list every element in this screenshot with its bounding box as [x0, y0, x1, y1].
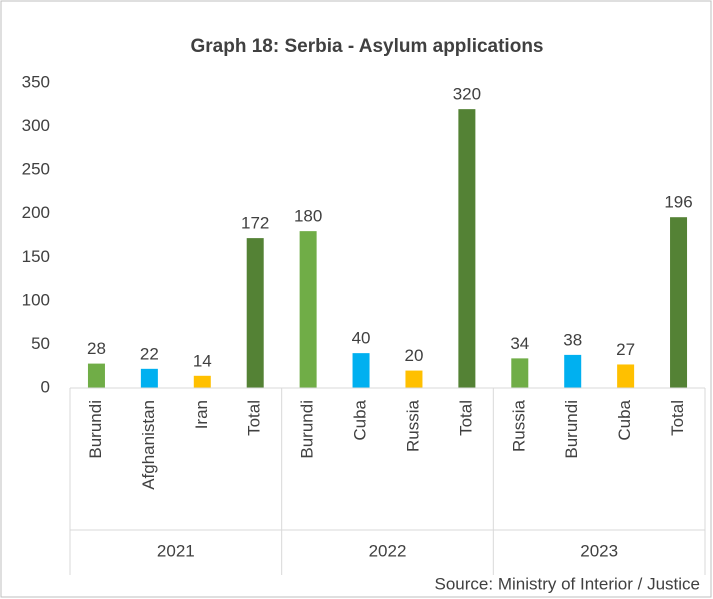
- x-tick-label: Russia: [403, 399, 422, 452]
- value-label: 320: [453, 85, 481, 104]
- bar: [87, 363, 105, 388]
- value-label: 196: [664, 193, 692, 212]
- x-tick-label: Cuba: [351, 399, 370, 440]
- y-tick-label: 0: [41, 377, 50, 396]
- value-label: 40: [352, 329, 371, 348]
- x-tick-label: Iran: [192, 400, 211, 429]
- bar: [352, 353, 370, 388]
- y-tick-label: 50: [31, 334, 50, 353]
- value-label: 172: [241, 214, 269, 233]
- y-tick-label: 150: [22, 247, 50, 266]
- y-tick-label: 200: [22, 203, 50, 222]
- x-tick-label: Burundi: [86, 400, 105, 459]
- x-tick-label: Cuba: [615, 399, 634, 440]
- x-tick-label: Burundi: [298, 400, 317, 459]
- source-note: Source: Ministry of Interior / Justice: [435, 574, 700, 593]
- bar: [564, 354, 582, 388]
- bar: [299, 231, 317, 388]
- group-label: 2021: [157, 541, 195, 560]
- group-label: 2023: [580, 541, 618, 560]
- bar: [246, 238, 264, 388]
- x-tick-label: Total: [668, 400, 687, 436]
- value-label: 22: [140, 344, 159, 363]
- y-tick-label: 350: [22, 72, 50, 91]
- value-label: 14: [193, 351, 212, 370]
- bar: [617, 364, 635, 388]
- x-tick-label: Afghanistan: [139, 400, 158, 490]
- y-tick-label: 300: [22, 116, 50, 135]
- bar: [193, 375, 211, 388]
- bar: [670, 217, 688, 388]
- value-label: 20: [404, 346, 423, 365]
- y-tick-label: 250: [22, 160, 50, 179]
- x-tick-label: Burundi: [562, 400, 581, 459]
- bar: [458, 109, 476, 389]
- value-label: 38: [563, 330, 582, 349]
- bar: [511, 358, 529, 388]
- value-label: 28: [87, 339, 106, 358]
- group-label: 2022: [369, 541, 407, 560]
- x-tick-label: Total: [245, 400, 264, 436]
- value-label: 27: [616, 340, 635, 359]
- y-tick-label: 100: [22, 290, 50, 309]
- bar: [405, 370, 423, 388]
- value-label: 34: [510, 334, 529, 353]
- value-label: 180: [294, 207, 322, 226]
- x-tick-label: Total: [456, 400, 475, 436]
- x-tick-label: Russia: [509, 399, 528, 452]
- chart-title: Graph 18: Serbia - Asylum applications: [190, 36, 543, 57]
- bar: [140, 368, 158, 388]
